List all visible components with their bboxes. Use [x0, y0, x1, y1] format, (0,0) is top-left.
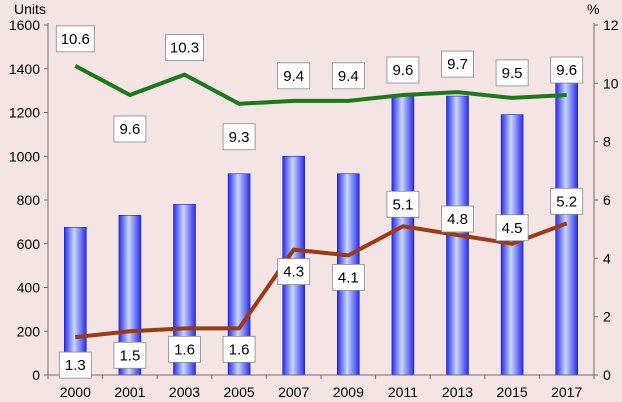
- line-series-brown: [75, 221, 568, 340]
- right-tick-label: 0: [603, 367, 611, 383]
- data-label-box: [386, 190, 420, 218]
- right-tick-label: 4: [603, 250, 611, 266]
- right-axis-label: %: [587, 1, 599, 17]
- x-tick-label: 2017: [551, 384, 582, 400]
- data-label: 9.4: [338, 68, 359, 85]
- x-tick-label: 2001: [114, 384, 145, 400]
- data-label-box: [495, 214, 529, 242]
- x-tick-label: 2005: [224, 384, 255, 400]
- left-tick-label: 1200: [9, 105, 40, 121]
- bar-2017: [555, 82, 579, 376]
- data-label-box: [550, 187, 584, 215]
- left-tick-label: 400: [17, 280, 41, 296]
- data-label: 4.3: [283, 264, 304, 281]
- right-tick-label: 8: [603, 134, 611, 150]
- data-label-box: [386, 56, 420, 84]
- left-tick-label: 600: [17, 236, 41, 252]
- left-tick-label: 1400: [9, 61, 40, 77]
- x-tick-label: 2009: [333, 384, 364, 400]
- data-label-box: [331, 264, 365, 291]
- data-label-box: [113, 341, 147, 369]
- bar-2011: [391, 95, 415, 376]
- data-label-box: [441, 205, 474, 233]
- data-label-box: [55, 25, 95, 53]
- data-label-box: [331, 62, 365, 90]
- data-label-box: [222, 123, 256, 151]
- data-label: 1.3: [65, 357, 86, 374]
- data-label: 9.6: [392, 62, 413, 79]
- x-tick-label: 2013: [442, 384, 473, 400]
- data-label: 4.1: [338, 269, 359, 286]
- data-label: 5.2: [556, 193, 577, 210]
- data-label: 1.6: [174, 341, 195, 358]
- x-tick-label: 2000: [60, 384, 91, 400]
- data-label-box: [222, 335, 256, 363]
- data-label-box: [58, 351, 92, 379]
- x-tick-label: 2007: [278, 384, 309, 400]
- data-label: 10.3: [170, 40, 199, 57]
- x-tick-label: 2015: [497, 384, 528, 400]
- data-label: 4.8: [447, 211, 468, 228]
- data-label-box: [277, 62, 311, 90]
- line-series-green: [74, 64, 567, 106]
- data-label-box: [550, 56, 584, 84]
- left-axis-label: Units: [14, 1, 46, 17]
- data-label-box: [168, 335, 201, 363]
- data-label: 9.6: [556, 62, 577, 79]
- data-label: 1.6: [229, 341, 250, 358]
- right-tick-label: 2: [603, 309, 611, 325]
- data-label: 5.1: [392, 196, 413, 213]
- left-tick-label: 0: [32, 367, 40, 383]
- left-tick-label: 1600: [9, 17, 40, 33]
- data-label: 9.7: [447, 56, 468, 73]
- right-tick-label: 10: [603, 75, 619, 91]
- left-tick-label: 800: [17, 192, 41, 208]
- data-label: 4.5: [502, 220, 523, 237]
- data-label: 10.6: [61, 31, 90, 48]
- x-tick-label: 2011: [388, 384, 418, 400]
- left-tick-label: 1000: [9, 148, 40, 164]
- data-label-box: [113, 115, 147, 143]
- data-label: 1.5: [119, 347, 140, 364]
- data-label-box: [277, 258, 311, 285]
- data-label-box: [441, 50, 474, 78]
- x-tick-label: 2003: [169, 384, 200, 400]
- data-label: 9.4: [283, 68, 304, 85]
- left-tick-label: 200: [17, 323, 41, 339]
- data-label-box: [495, 59, 529, 87]
- right-tick-label: 12: [603, 17, 619, 33]
- data-label: 9.3: [229, 129, 250, 146]
- data-label: 9.6: [119, 121, 140, 138]
- data-label: 9.5: [502, 65, 523, 82]
- right-tick-label: 6: [603, 192, 611, 208]
- data-label-box: [165, 34, 204, 61]
